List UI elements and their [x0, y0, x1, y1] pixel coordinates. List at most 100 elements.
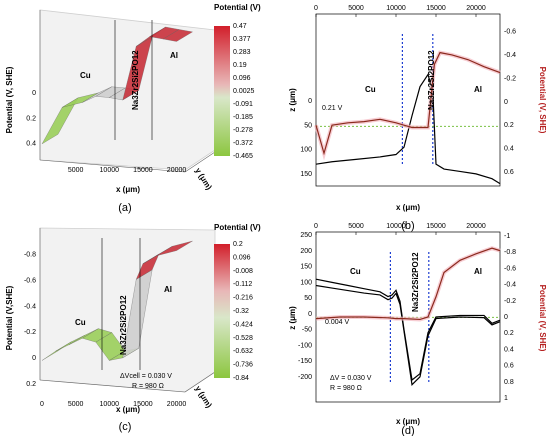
region-al-label: Al [170, 51, 178, 60]
potential-band [315, 246, 501, 322]
colorbar-tick-label: -0.32 [233, 308, 249, 315]
x-tick-label: 10000 [386, 223, 406, 230]
region-nzsp-label-d: Na3Zr2Si2PO12 [411, 252, 420, 312]
surface-segment [156, 240, 193, 256]
y2-tick-label: 0.6 [504, 363, 514, 370]
y-tick-label: 200 [300, 248, 312, 255]
topography-line [315, 73, 501, 185]
colorbar-title-c: Potential (V) [214, 223, 261, 232]
panel-b: 0 5000 10000 15000 20000 0 50 100 150 -0.6 -0.4 -0.… [288, 5, 547, 232]
annotation-c-dv: ΔVcell = 0.030 V [120, 373, 172, 380]
y-tick-label: -0.2 [24, 329, 36, 336]
x-tick-label: 15000 [426, 5, 446, 12]
x-tick-label: 15000 [133, 167, 153, 174]
panel-b-label: (b) [401, 220, 414, 232]
z-axis-title-a: y (μm) [193, 166, 214, 191]
x-tick-label: 0 [314, 223, 318, 230]
colorbar-tick-label: -0.278 [233, 127, 253, 134]
colorbar-tick-label: -0.216 [233, 295, 253, 302]
y2-tick-label: -0.4 [504, 52, 516, 59]
y2-tick-label: 0.8 [504, 379, 514, 386]
colorbar-tick-label: -0.112 [233, 281, 252, 288]
y-axis-title-b: z (μm) [288, 88, 297, 112]
potential-line [315, 247, 501, 321]
x-axis-title-a: x (μm) [116, 185, 140, 194]
colorbar-tick-label: -0.424 [233, 321, 253, 328]
x-tick-label: 15000 [426, 223, 446, 230]
y-tick-label: 100 [300, 147, 312, 154]
y-tick-label: 0 [308, 311, 312, 318]
y-tick-label: 0 [32, 90, 36, 97]
x-tick-label: 0 [314, 5, 318, 12]
y2-tick-label: -1 [504, 233, 510, 240]
colorbar-tick-label: -0.736 [233, 362, 253, 369]
region-cu-label-b: Cu [365, 85, 376, 94]
y2-tick-label: 0.2 [504, 330, 514, 337]
y2-tick-label: -0.6 [504, 29, 516, 36]
y2-tick-label: -0.6 [504, 265, 516, 272]
colorbar-tick-label: -0.185 [233, 114, 253, 121]
colorbar-tick-label: -0.528 [233, 335, 253, 342]
x-axis-title-d: x (μm) [396, 417, 420, 426]
colorbar-tick-label: -0.008 [233, 268, 253, 275]
region-nzsp-label-b: Na3Zr2Si2PO12 [427, 50, 436, 110]
x-axis-title-c: x (μm) [116, 405, 140, 414]
y2-axis-title-b: Potential (V, SHE) [538, 67, 547, 134]
colorbar-tick-label: 0.47 [233, 23, 247, 30]
y-tick-label: 0 [308, 98, 312, 105]
y2-tick-label: 0.2 [504, 122, 514, 129]
y-tick-label: 50 [304, 295, 312, 302]
annotation-b: 0.21 V [322, 105, 343, 112]
x-tick-label: 0 [40, 401, 44, 408]
region-cu-label-c: Cu [75, 318, 86, 327]
x-tick-label: 10000 [386, 5, 406, 12]
y2-tick-label: -0.2 [504, 75, 516, 82]
surface-segment [162, 29, 193, 42]
topography-line [315, 278, 501, 382]
x-tick-label: 5000 [68, 167, 84, 174]
y2-tick-label: 1 [504, 395, 508, 402]
x-tick-label: 15000 [133, 401, 153, 408]
x-tick-label: 5000 [348, 223, 364, 230]
panel-c: Cu Na3Zr2Si2PO12 Al -0.8 -0.6 -0.4 -0.2 0 0.2… [5, 223, 261, 433]
region-al-label-d: Al [474, 267, 482, 276]
colorbar-tick-label: 0.19 [233, 62, 247, 69]
y-axis-title-d: z (μm) [288, 306, 297, 330]
y-tick-label: 150 [300, 171, 312, 178]
y-tick-label: -0.4 [24, 303, 36, 310]
region-al-label-b: Al [474, 85, 482, 94]
x-tick-label: 5000 [348, 5, 364, 12]
colorbar-tick-label: -0.372 [233, 140, 253, 147]
y-tick-label: -50 [302, 327, 312, 334]
y-tick-label: 0.2 [26, 381, 36, 388]
region-al-label-c: Al [164, 285, 172, 294]
region-cu-label: Cu [80, 71, 91, 80]
annotation-d-v: 0.004 V [325, 319, 349, 326]
y-tick-label: 0 [32, 355, 36, 362]
y-tick-label: 0.2 [26, 115, 36, 122]
annotation-c-r: R = 980 Ω [132, 383, 164, 390]
x-tick-label: 20000 [167, 401, 187, 408]
y-tick-label: -150 [298, 358, 312, 365]
annotation-d-r: R = 980 Ω [330, 385, 362, 392]
y-tick-label: 0.4 [26, 141, 36, 148]
colorbar-tick-label: 0.283 [233, 49, 251, 56]
colorbar-tick-label: -0.465 [233, 153, 253, 160]
colorbar-tick-label: -0.84 [233, 375, 249, 382]
colorbar-tick-label: -0.632 [233, 348, 253, 355]
y2-tick-label: 0 [504, 314, 508, 321]
y2-tick-label: 0.4 [504, 146, 514, 153]
x-tick-label: 20000 [466, 5, 486, 12]
x-tick-label: 20000 [167, 167, 187, 174]
colorbar-title-a: Potential (V) [214, 3, 261, 12]
colorbar-tick-label: 0.377 [233, 36, 251, 43]
colorbar-a [214, 26, 230, 156]
potential-band [314, 50, 501, 161]
panel-a: Cu Na3Zr2Si2PO12 Al 0 0.2 0.4 5000 10000 150… [5, 3, 261, 214]
colorbar-tick-label: 0.2 [233, 241, 243, 248]
colorbar-tick-label: -0.091 [233, 101, 253, 108]
y-tick-label: 250 [300, 232, 312, 239]
x-tick-label: 10000 [100, 167, 120, 174]
y2-axis-title-d: Potential (V, SHE) [538, 285, 547, 352]
x-tick-label: 10000 [100, 401, 120, 408]
